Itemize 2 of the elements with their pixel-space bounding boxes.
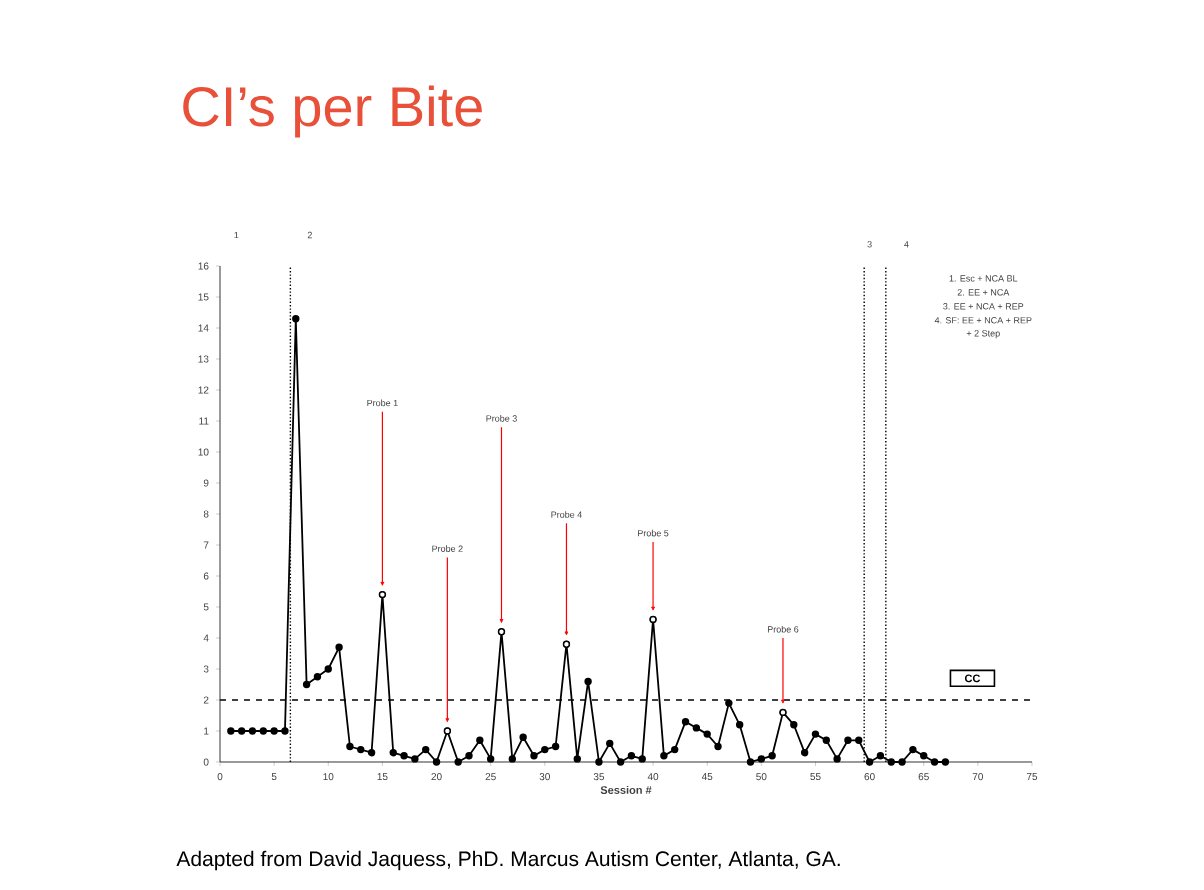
chart-title: CI’s per Bite	[183, 85, 482, 138]
text: Adapted from David Jaquess, PhD. Marcus Autism Center, Atlanta, GA.	[176, 850, 840, 871]
